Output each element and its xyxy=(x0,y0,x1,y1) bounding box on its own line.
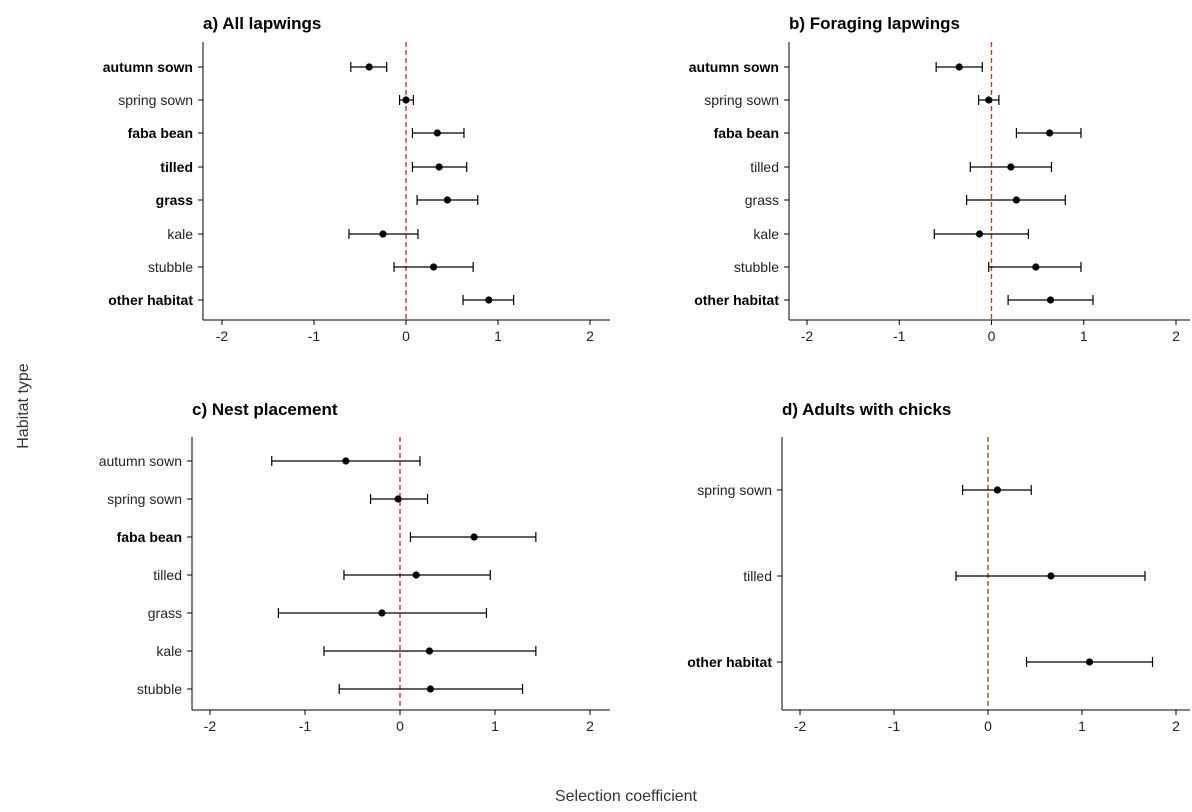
x-tick-label: 1 xyxy=(1080,328,1088,344)
x-tick-label: 0 xyxy=(402,328,410,344)
estimate-point xyxy=(975,230,984,238)
estimate-point xyxy=(342,457,350,465)
panel-a: a) All lapwings -2 -1 0 1 2 autumn sown spring … xyxy=(103,14,610,344)
estimate-point xyxy=(443,196,451,204)
x-tick-label: 0 xyxy=(988,328,996,344)
x-tick-label: -1 xyxy=(299,718,312,734)
category-label: stubble xyxy=(137,681,182,697)
estimate-point xyxy=(394,495,402,503)
panel-title: d) Adults with chicks xyxy=(782,400,951,419)
estimate-point xyxy=(433,129,441,137)
category-label: spring sown xyxy=(697,482,772,498)
category-label: grass xyxy=(148,605,182,621)
x-axis-title: Selection coefficient xyxy=(555,788,698,805)
estimate-point xyxy=(379,230,387,238)
estimate-point xyxy=(993,486,1002,494)
estimate-point xyxy=(426,685,434,693)
estimate-point xyxy=(1046,129,1054,137)
category-label: grass xyxy=(745,192,779,208)
estimate-point xyxy=(470,533,478,541)
x-tick-label: -2 xyxy=(216,328,229,344)
x-tick-label: 2 xyxy=(1172,718,1180,734)
x-tick-label: -1 xyxy=(893,328,906,344)
estimate-point xyxy=(425,647,434,655)
panel-title: b) Foraging lapwings xyxy=(789,14,960,33)
x-tick-label: 2 xyxy=(1172,328,1180,344)
x-tick-label: -1 xyxy=(888,718,901,734)
category-label: autumn sown xyxy=(103,59,193,75)
category-label: faba bean xyxy=(128,125,193,141)
category-label: spring sown xyxy=(704,92,779,108)
estimate-point xyxy=(1085,658,1094,666)
estimate-point xyxy=(955,63,963,71)
category-label: kale xyxy=(156,643,182,659)
panel-d: d) Adults with chicks -2 -1 0 1 2 spring sown t… xyxy=(687,400,1190,734)
x-tick-label: 2 xyxy=(586,328,594,344)
category-label: autumn sown xyxy=(99,453,182,469)
x-tick-label: 1 xyxy=(491,718,499,734)
y-axis-title: Habitat type xyxy=(15,363,32,448)
x-tick-label: 2 xyxy=(586,718,594,734)
estimate-point xyxy=(1046,296,1055,304)
x-tick-label: -1 xyxy=(308,328,321,344)
estimate-point xyxy=(1047,572,1055,580)
panels: a) All lapwings -2 -1 0 1 2 autumn sown spring … xyxy=(99,14,1190,734)
estimate-point xyxy=(365,63,373,71)
category-label: autumn sown xyxy=(689,59,779,75)
category-label: faba bean xyxy=(714,125,779,141)
estimate-point xyxy=(1007,163,1015,171)
category-label: kale xyxy=(167,226,193,242)
estimate-point xyxy=(985,96,993,104)
category-label: grass xyxy=(156,192,194,208)
x-tick-label: 1 xyxy=(494,328,502,344)
x-tick-label: 0 xyxy=(396,718,404,734)
category-label: tilled xyxy=(743,568,772,584)
category-label: other habitat xyxy=(687,654,772,670)
category-label: spring sown xyxy=(107,491,182,507)
estimate-point xyxy=(1012,196,1021,204)
x-tick-label: 0 xyxy=(984,718,992,734)
category-label: tilled xyxy=(750,159,779,175)
category-label: tilled xyxy=(153,567,182,583)
category-label: faba bean xyxy=(117,529,182,545)
estimate-point xyxy=(485,296,493,304)
panel-title: a) All lapwings xyxy=(203,14,321,33)
estimate-point xyxy=(378,609,386,617)
estimate-point xyxy=(1032,263,1040,271)
panel-b: b) Foraging lapwings -2 -1 0 1 2 autumn sown sp… xyxy=(689,14,1190,344)
category-label: tilled xyxy=(160,159,193,175)
x-tick-label: -2 xyxy=(801,328,814,344)
x-tick-label: -2 xyxy=(794,718,807,734)
category-label: spring sown xyxy=(118,92,193,108)
category-label: stubble xyxy=(734,259,779,275)
panel-c: c) Nest placement -2 -1 0 1 2 autumn sown sprin… xyxy=(99,400,610,734)
x-tick-label: 1 xyxy=(1078,718,1086,734)
estimate-point xyxy=(430,263,438,271)
category-label: kale xyxy=(753,226,779,242)
x-tick-label: -2 xyxy=(204,718,217,734)
category-label: other habitat xyxy=(694,292,779,308)
estimate-point xyxy=(435,163,443,171)
estimate-point xyxy=(402,96,410,104)
panel-title: c) Nest placement xyxy=(192,400,338,419)
category-label: stubble xyxy=(148,259,193,275)
estimate-point xyxy=(412,571,420,579)
category-label: other habitat xyxy=(108,292,193,308)
